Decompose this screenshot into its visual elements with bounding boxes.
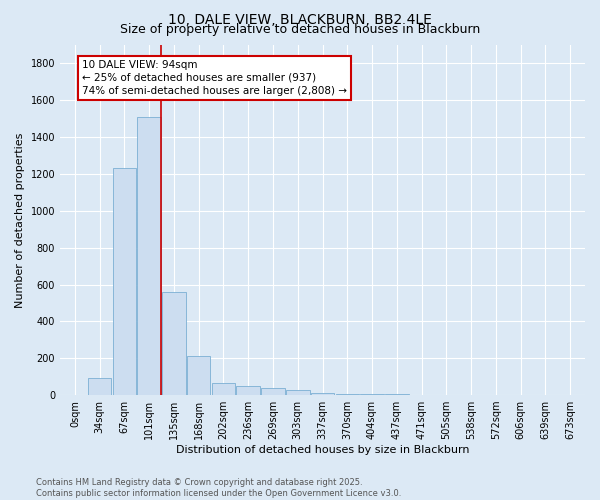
- Text: Contains HM Land Registry data © Crown copyright and database right 2025.
Contai: Contains HM Land Registry data © Crown c…: [36, 478, 401, 498]
- Bar: [311, 393, 334, 395]
- Text: Size of property relative to detached houses in Blackburn: Size of property relative to detached ho…: [120, 22, 480, 36]
- Bar: [88, 378, 112, 395]
- X-axis label: Distribution of detached houses by size in Blackburn: Distribution of detached houses by size …: [176, 445, 469, 455]
- Bar: [113, 168, 136, 395]
- Bar: [236, 386, 260, 395]
- Text: 10, DALE VIEW, BLACKBURN, BB2 4LE: 10, DALE VIEW, BLACKBURN, BB2 4LE: [168, 12, 432, 26]
- Bar: [385, 394, 409, 395]
- Bar: [410, 394, 433, 395]
- Bar: [162, 292, 186, 395]
- Bar: [187, 356, 211, 395]
- Bar: [360, 394, 384, 395]
- Bar: [137, 117, 161, 395]
- Bar: [286, 390, 310, 395]
- Y-axis label: Number of detached properties: Number of detached properties: [15, 132, 25, 308]
- Text: 10 DALE VIEW: 94sqm
← 25% of detached houses are smaller (937)
74% of semi-detac: 10 DALE VIEW: 94sqm ← 25% of detached ho…: [82, 60, 347, 96]
- Bar: [335, 394, 359, 395]
- Bar: [261, 388, 285, 395]
- Bar: [212, 383, 235, 395]
